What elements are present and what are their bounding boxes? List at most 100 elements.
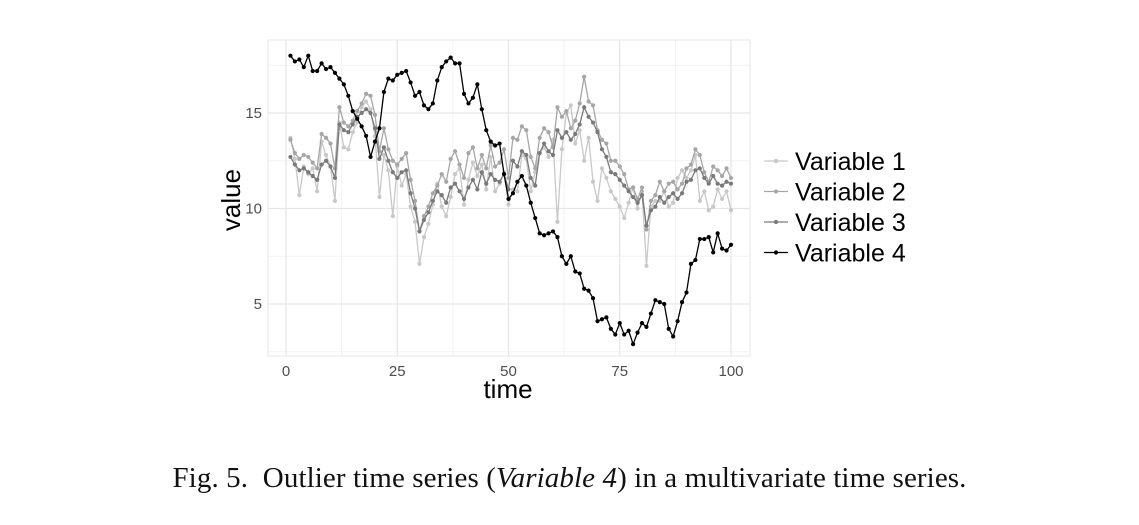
data-point — [626, 189, 631, 194]
data-point — [479, 162, 484, 167]
data-point — [399, 170, 404, 175]
data-point — [426, 221, 431, 226]
data-point — [350, 130, 355, 135]
data-point — [466, 177, 471, 182]
data-point — [461, 175, 467, 181]
data-point — [519, 173, 524, 179]
data-point — [528, 154, 533, 160]
data-point — [466, 185, 471, 190]
data-point — [493, 164, 498, 169]
data-point — [666, 181, 671, 186]
data-point — [341, 120, 346, 125]
data-point — [435, 189, 440, 194]
data-point — [306, 170, 311, 175]
data-point — [613, 332, 618, 337]
data-point — [297, 168, 302, 173]
data-point — [671, 334, 676, 339]
data-point — [697, 236, 702, 242]
data-point — [693, 257, 698, 263]
y-axis-title: value — [216, 169, 246, 231]
data-point — [372, 139, 378, 144]
data-point — [395, 162, 400, 167]
data-point — [608, 189, 613, 194]
data-point — [453, 61, 458, 66]
data-point — [568, 103, 573, 108]
data-point — [573, 118, 578, 123]
legend-label: Variable 4 — [795, 240, 906, 268]
data-point — [395, 175, 400, 181]
data-point — [319, 131, 324, 137]
data-point — [350, 122, 355, 127]
data-point — [417, 229, 422, 234]
data-point — [515, 164, 520, 169]
data-point — [608, 158, 613, 163]
data-point — [319, 162, 324, 167]
data-point — [617, 204, 622, 209]
data-point — [724, 189, 729, 194]
data-point — [622, 183, 627, 188]
data-point — [323, 135, 329, 140]
data-point — [515, 137, 520, 142]
data-point — [306, 53, 311, 58]
data-point — [533, 215, 538, 221]
data-point — [613, 196, 618, 202]
data-point — [430, 198, 435, 203]
data-point — [470, 145, 475, 150]
data-point — [368, 110, 373, 116]
data-point — [444, 200, 449, 205]
data-point — [555, 128, 560, 133]
data-point — [466, 151, 471, 156]
data-point — [461, 196, 467, 202]
data-point — [315, 177, 320, 182]
data-point — [470, 177, 475, 182]
data-point — [399, 70, 404, 75]
data-point — [648, 208, 654, 213]
data-point — [497, 141, 502, 146]
data-point — [377, 194, 382, 200]
data-point — [368, 107, 373, 112]
data-point — [684, 166, 689, 171]
data-point — [715, 231, 720, 236]
data-point — [319, 61, 324, 66]
data-point — [644, 324, 649, 330]
data-point — [515, 189, 520, 194]
data-point — [297, 156, 302, 161]
plot-series — [288, 53, 734, 347]
data-point — [475, 82, 480, 87]
data-point — [550, 152, 556, 158]
figure-caption: Fig. 5. Outlier time series (Variable 4)… — [0, 462, 1139, 495]
data-point — [364, 99, 369, 104]
data-point — [475, 187, 480, 192]
data-point — [381, 152, 386, 158]
data-point — [590, 103, 596, 108]
data-point — [448, 185, 453, 190]
series-variable-2 — [288, 74, 734, 234]
data-point — [697, 198, 702, 203]
data-point — [666, 204, 671, 209]
data-point — [573, 141, 578, 146]
data-point — [346, 147, 351, 152]
data-point — [461, 91, 467, 96]
data-point — [613, 158, 618, 163]
data-point — [395, 72, 400, 77]
data-point — [439, 172, 444, 177]
x-tick-label: 0 — [282, 363, 290, 380]
data-point — [493, 143, 498, 148]
data-point — [288, 154, 293, 160]
data-point — [693, 168, 698, 173]
data-point — [323, 152, 329, 158]
data-point — [301, 166, 306, 171]
data-point — [470, 160, 475, 165]
data-point — [412, 206, 418, 211]
data-point — [608, 170, 613, 175]
legend-label: Variable 2 — [795, 179, 906, 207]
data-point — [528, 189, 533, 194]
data-point — [310, 68, 315, 74]
data-point — [426, 107, 431, 112]
data-point — [546, 149, 551, 154]
data-point — [310, 173, 315, 179]
data-point — [377, 126, 382, 131]
data-point — [364, 107, 369, 112]
data-point — [715, 181, 720, 186]
data-point — [524, 152, 529, 158]
